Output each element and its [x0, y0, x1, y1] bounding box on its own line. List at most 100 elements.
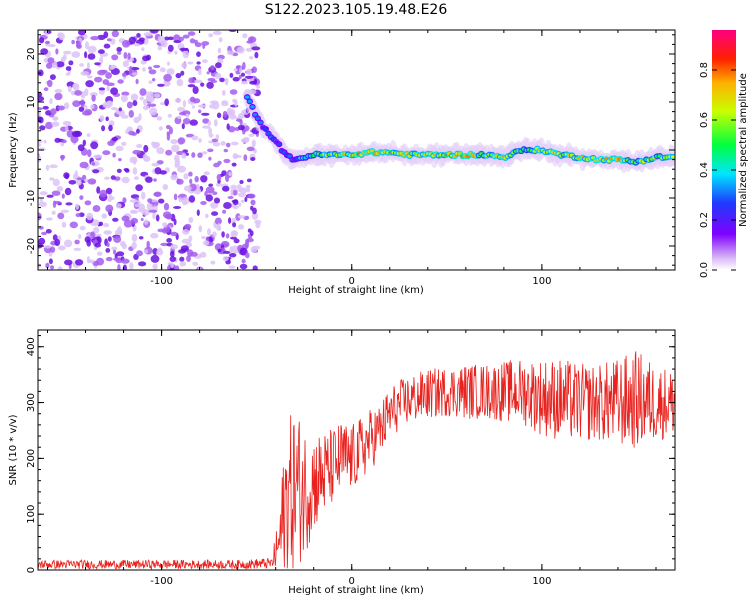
noise-blob: [240, 72, 246, 77]
noise-blob: [215, 134, 220, 140]
ridge-core: [266, 132, 271, 136]
noise-blob: [130, 217, 139, 224]
colorbar-tick-label: 0.6: [699, 112, 710, 128]
noise-blob: [157, 35, 165, 44]
noise-blob: [243, 136, 250, 142]
noise-blob: [84, 88, 89, 97]
noise-blob: [67, 85, 72, 93]
noise-blob: [45, 229, 52, 234]
noise-blob: [251, 212, 259, 220]
noise-blob: [166, 68, 175, 75]
noise-blob: [76, 177, 84, 181]
noise-blob: [121, 243, 127, 250]
noise-blob: [103, 223, 110, 228]
noise-blob: [223, 250, 231, 254]
noise-blob: [174, 159, 181, 166]
noise-blob: [99, 115, 105, 122]
noise-blob: [72, 100, 81, 107]
noise-blob: [196, 61, 201, 65]
noise-blob: [38, 201, 47, 208]
noise-blob: [74, 239, 80, 245]
noise-blob: [115, 203, 122, 209]
noise-blob: [89, 92, 98, 97]
noise-blob: [208, 156, 212, 161]
noise-blob: [249, 80, 258, 85]
noise-blob: [203, 171, 210, 176]
colorbar-tick-label: 0.0: [699, 262, 710, 278]
noise-blob: [246, 146, 255, 152]
noise-blob: [179, 256, 185, 262]
noise-blob: [38, 237, 46, 245]
noise-blob: [251, 66, 257, 73]
noise-blob: [61, 139, 67, 144]
noise-blob: [117, 226, 122, 235]
noise-blob: [208, 183, 214, 187]
noise-blob: [246, 68, 253, 76]
noise-blob: [220, 141, 226, 146]
noise-blob: [138, 113, 142, 121]
noise-blob: [226, 142, 231, 148]
noise-blob: [90, 141, 99, 150]
noise-blob: [86, 212, 94, 221]
noise-blob: [130, 209, 136, 214]
noise-blob: [75, 40, 81, 49]
spectrogram-ylabel: Frequency (Hz): [8, 112, 19, 188]
noise-blob: [120, 94, 128, 103]
noise-blob: [96, 257, 105, 266]
noise-blob: [207, 228, 211, 236]
ridge-core: [287, 154, 292, 158]
noise-blob: [242, 61, 246, 70]
noise-blob: [47, 44, 56, 48]
noise-blob: [167, 113, 172, 118]
noise-blob: [92, 219, 100, 227]
noise-blob: [135, 78, 139, 85]
noise-blob: [130, 67, 140, 71]
noise-blob: [233, 238, 240, 244]
noise-blob: [106, 38, 112, 42]
noise-blob: [133, 176, 140, 180]
noise-blob: [71, 130, 81, 138]
noise-blob: [92, 169, 100, 174]
noise-blob: [143, 98, 147, 106]
noise-blob: [165, 149, 173, 156]
noise-blob: [221, 90, 226, 96]
noise-blob: [176, 78, 184, 87]
noise-blob: [71, 39, 75, 45]
noise-blob: [217, 47, 222, 54]
noise-blob: [202, 125, 211, 129]
noise-blob: [222, 256, 229, 262]
noise-blob: [202, 240, 210, 246]
noise-blob: [57, 266, 63, 270]
noise-blob: [123, 219, 133, 228]
noise-blob: [38, 263, 42, 268]
noise-blob: [50, 108, 57, 115]
noise-blob: [236, 46, 245, 54]
noise-blob: [38, 107, 43, 111]
noise-blob: [52, 178, 60, 187]
noise-blob: [221, 231, 225, 238]
noise-blob: [80, 71, 90, 76]
noise-blob: [183, 185, 192, 192]
noise-blob: [39, 125, 46, 131]
noise-blob: [104, 176, 110, 180]
noise-blob: [129, 156, 138, 164]
noise-blob: [140, 191, 146, 200]
noise-blob: [105, 72, 112, 79]
noise-blob: [64, 259, 73, 266]
noise-blob: [99, 56, 104, 65]
noise-blob: [247, 193, 256, 199]
noise-blob: [50, 265, 54, 270]
noise-blob: [212, 231, 217, 238]
y-tick-label: 20: [26, 48, 37, 61]
noise-blob: [111, 246, 118, 251]
noise-blob: [110, 87, 119, 95]
noise-blob: [167, 36, 174, 41]
noise-blob: [133, 116, 140, 124]
noise-blob: [189, 38, 196, 44]
noise-blob: [56, 185, 64, 192]
snr-series-line: [38, 351, 675, 570]
colorbar-tick-label: 0.4: [699, 162, 710, 178]
noise-blob: [233, 154, 242, 158]
noise-blob: [106, 242, 110, 248]
noise-blob: [165, 81, 171, 86]
